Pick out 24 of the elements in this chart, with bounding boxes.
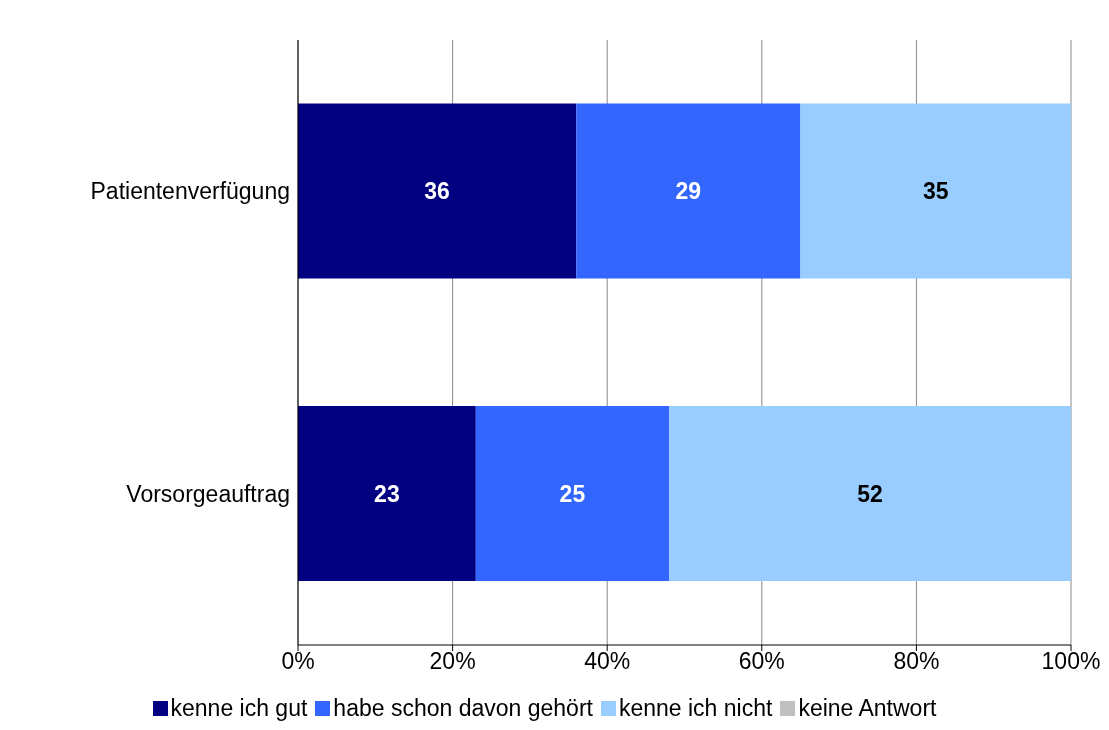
x-tick-label: 60% [738, 648, 785, 675]
x-tick-label: 20% [429, 648, 476, 675]
data-label: 25 [559, 480, 586, 507]
legend-label: kenne ich gut [169, 695, 308, 722]
legend-label: keine Antwort [797, 695, 937, 722]
legend-label: kenne ich nicht [617, 695, 773, 722]
bar [298, 406, 476, 582]
x-tick-label: 0% [281, 648, 315, 675]
y-tick-label: Vorsorgeauftrag [126, 480, 290, 507]
legend-label: habe schon davon gehört [332, 695, 593, 722]
data-label: 36 [424, 178, 450, 205]
data-label: 29 [675, 178, 702, 205]
data-label: 23 [374, 480, 400, 507]
bar [669, 406, 1071, 582]
bar [475, 406, 670, 582]
bar [298, 103, 577, 279]
data-label: 35 [922, 178, 949, 205]
x-tick-label: 40% [584, 648, 631, 675]
x-tick-label: 80% [893, 648, 940, 675]
data-label: 52 [857, 480, 883, 507]
y-tick-label: Patientenverfügung [90, 178, 290, 205]
bar [576, 103, 801, 279]
bar [800, 103, 1071, 279]
x-tick-label: 100% [1041, 648, 1101, 675]
